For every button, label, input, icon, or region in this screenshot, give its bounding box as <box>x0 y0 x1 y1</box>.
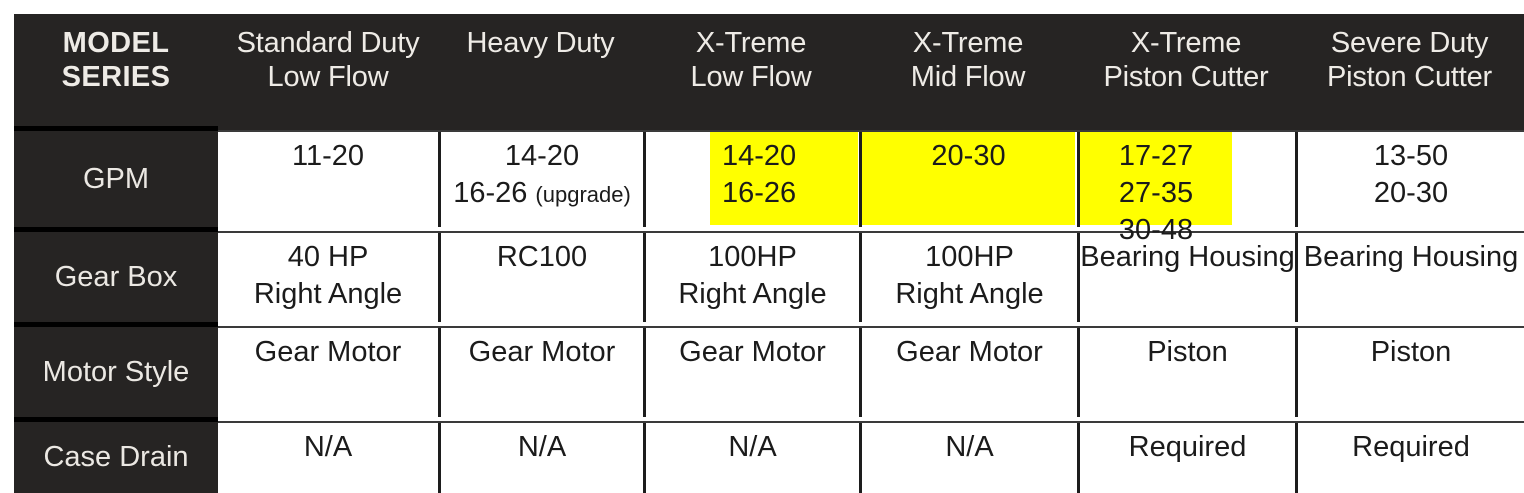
column-header-line1: X-Treme <box>695 27 807 59</box>
column-header-line2: Low Flow <box>690 60 812 93</box>
cell-gpm-standard-duty-low-flow: 11-20 <box>218 132 438 227</box>
row-separator <box>14 126 218 131</box>
row-label-motor-style: Motor Style <box>14 327 218 417</box>
cell-motor-style-severe-duty-piston-cutter: Piston <box>1295 328 1524 417</box>
cell-gpm-severe-duty-piston-cutter: 13-50 20-30 <box>1295 132 1524 227</box>
column-header-severe-duty-piston-cutter: Severe Duty Piston Cutter <box>1295 14 1524 130</box>
table-row-case-drain: N/A N/A N/A N/A Required Required <box>218 421 1524 493</box>
cell-motor-style-xtreme-low-flow: Gear Motor <box>643 328 859 417</box>
cell-line: Right Angle <box>895 278 1044 311</box>
cell-gear-box-standard-duty-low-flow: 40 HP Right Angle <box>218 233 438 322</box>
cell-case-drain-standard-duty-low-flow: N/A <box>218 423 438 493</box>
cell-note: (upgrade) <box>535 182 631 208</box>
corner-header-model-series: MODEL SERIES <box>14 14 218 130</box>
row-separator <box>14 322 218 327</box>
row-label-gear-box: Gear Box <box>14 232 218 322</box>
cell-gear-box-xtreme-mid-flow: 100HP Right Angle <box>859 233 1077 322</box>
row-label-case-drain: Case Drain <box>14 422 218 493</box>
cell-line: Gear Motor <box>896 336 1043 368</box>
cell-line: Required <box>1128 431 1247 463</box>
cell-motor-style-heavy-duty: Gear Motor <box>438 328 643 417</box>
cell-line: 13-50 <box>1373 140 1449 172</box>
cell-gear-box-xtreme-low-flow: 100HP Right Angle <box>643 233 859 322</box>
cell-motor-style-xtreme-piston-cutter: Piston <box>1077 328 1295 417</box>
cell-line: 20-30 <box>931 140 1006 172</box>
cell-line: 16-26 <box>722 177 797 210</box>
row-separator <box>14 417 218 422</box>
column-header-line1: Standard Duty <box>236 27 420 59</box>
cell-case-drain-xtreme-piston-cutter: Required <box>1077 423 1295 493</box>
column-header-line2: Piston Cutter <box>1103 60 1269 93</box>
cell-line: 100HP <box>708 241 797 273</box>
cell-line: Required <box>1352 431 1470 463</box>
cell-line: 16-26 (upgrade) <box>441 175 643 212</box>
cell-line: RC100 <box>496 241 588 273</box>
highlight-gpm-xtreme-piston-cutter <box>1080 132 1232 225</box>
cell-line: Bearing Housing <box>1303 241 1519 273</box>
column-header-line2: Piston Cutter <box>1326 60 1493 93</box>
cell-motor-style-standard-duty-low-flow: Gear Motor <box>218 328 438 417</box>
cell-line: 17-27 <box>1118 140 1194 172</box>
table-header-band <box>14 14 1524 130</box>
cell-line: N/A <box>728 431 777 463</box>
cell-gpm-heavy-duty: 14-20 16-26 (upgrade) <box>438 132 643 227</box>
cell-line: 20-30 <box>1373 177 1449 210</box>
column-header-line1: X-Treme <box>912 27 1024 59</box>
row-separator <box>14 227 218 232</box>
cell-gear-box-heavy-duty: RC100 <box>438 233 643 322</box>
cell-line: Gear Motor <box>679 336 826 368</box>
corner-header-line2: SERIES <box>61 60 171 93</box>
cell-gear-box-xtreme-piston-cutter: Bearing Housing <box>1077 233 1295 322</box>
cell-value: 16-26 <box>453 177 528 210</box>
cell-line: N/A <box>945 431 994 463</box>
cell-line: Piston <box>1147 336 1228 368</box>
cell-line: 14-20 <box>504 140 580 172</box>
cell-line: 100HP <box>925 241 1014 273</box>
cell-line: Right Angle <box>678 278 827 311</box>
column-header-standard-duty-low-flow: Standard Duty Low Flow <box>218 14 438 130</box>
cell-case-drain-severe-duty-piston-cutter: Required <box>1295 423 1524 493</box>
cell-text-gpm-xtreme-piston-cutter: 17-27 27-35 30-48 <box>1080 138 1232 249</box>
highlight-gpm-xtreme-low-flow <box>710 132 858 225</box>
column-header-line1: Severe Duty <box>1330 27 1489 59</box>
corner-header-line1: MODEL <box>62 27 170 59</box>
cell-gpm-xtreme-piston-cutter <box>1077 132 1295 227</box>
column-header-line2: Low Flow <box>267 60 389 93</box>
column-header-xtreme-piston-cutter: X-Treme Piston Cutter <box>1077 14 1295 130</box>
cell-text-gpm-xtreme-low-flow: 14-20 16-26 <box>722 138 796 212</box>
row-label-gpm: GPM <box>14 131 218 227</box>
cell-line: 11-20 <box>291 140 365 172</box>
cell-line: 14-20 <box>722 140 797 172</box>
cell-motor-style-xtreme-mid-flow: Gear Motor <box>859 328 1077 417</box>
cell-line: Gear Motor <box>468 336 616 368</box>
column-header-heavy-duty: Heavy Duty <box>438 14 643 130</box>
cell-gpm-xtreme-low-flow <box>643 132 859 227</box>
column-header-line1: Heavy Duty <box>466 27 615 59</box>
cell-line: Right Angle <box>253 278 403 311</box>
cell-gpm-xtreme-mid-flow <box>859 132 1077 227</box>
cell-line: Bearing Housing <box>1080 241 1295 273</box>
cell-line: 40 HP <box>287 241 369 273</box>
cell-line: 30-48 <box>1118 214 1194 247</box>
column-header-xtreme-low-flow: X-Treme Low Flow <box>643 14 859 130</box>
cell-line: N/A <box>517 431 567 463</box>
table-row-gear-box: 40 HP Right Angle RC100 100HP Right Angl… <box>218 231 1524 322</box>
column-header-xtreme-mid-flow: X-Treme Mid Flow <box>859 14 1077 130</box>
cell-line: N/A <box>303 431 353 463</box>
table-row-motor-style: Gear Motor Gear Motor Gear Motor Gear Mo… <box>218 326 1524 417</box>
cell-line: Gear Motor <box>254 336 402 368</box>
cell-case-drain-heavy-duty: N/A <box>438 423 643 493</box>
highlight-gpm-xtreme-mid-flow <box>862 132 1075 225</box>
cell-line: 27-35 <box>1118 177 1194 210</box>
cell-text-gpm-xtreme-mid-flow: 20-30 <box>862 138 1075 175</box>
cell-line: Piston <box>1370 336 1452 368</box>
column-header-line1: X-Treme <box>1130 27 1242 59</box>
cell-case-drain-xtreme-mid-flow: N/A <box>859 423 1077 493</box>
cell-gear-box-severe-duty-piston-cutter: Bearing Housing <box>1295 233 1524 322</box>
cell-case-drain-xtreme-low-flow: N/A <box>643 423 859 493</box>
column-header-line2: Mid Flow <box>910 60 1026 93</box>
